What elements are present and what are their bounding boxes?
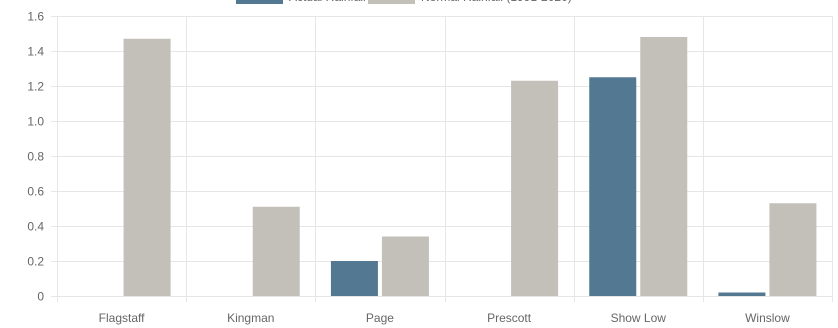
legend-swatch-normal [368, 0, 415, 4]
y-tick-label: 1.6 [27, 10, 44, 24]
bar-normal-kingman [252, 206, 300, 296]
y-tick-label: 0.2 [27, 255, 44, 269]
bar-actual-page [330, 261, 378, 296]
axes: 0 0.2 0.4 0.6 0.8 1.0 1.2 1.4 1.6 Flagstaff Kingma… [27, 10, 790, 326]
y-tick-label: 1.2 [27, 80, 44, 94]
bars [123, 37, 817, 296]
y-tick-label: 0 [37, 290, 44, 304]
x-tick-label: Flagstaff [99, 311, 145, 325]
y-tick-label: 1.4 [27, 45, 44, 59]
grid-lines [51, 16, 833, 302]
legend-swatch-actual [236, 0, 283, 4]
bar-actual-show-low [589, 77, 637, 296]
x-tick-label: Show Low [611, 311, 667, 325]
legend-label-normal: Normal Rainfall (1991-2020) [421, 0, 572, 4]
bar-normal-page [381, 236, 429, 296]
y-tick-label: 0.8 [27, 150, 44, 164]
y-tick-label: 0.4 [27, 220, 44, 234]
bar-normal-prescott [511, 80, 559, 296]
legend: Actual Rainfall Normal Rainfall (1991-202… [236, 0, 572, 4]
x-tick-label: Winslow [745, 311, 790, 325]
bar-normal-winslow [769, 203, 817, 296]
x-tick-label: Prescott [487, 311, 532, 325]
y-tick-label: 1.0 [27, 115, 44, 129]
bar-normal-flagstaff [123, 38, 171, 296]
bar-normal-show-low [640, 37, 688, 296]
legend-label-actual: Actual Rainfall [289, 0, 366, 4]
y-tick-label: 0.6 [27, 185, 44, 199]
x-tick-label: Kingman [227, 311, 274, 325]
bar-actual-winslow [718, 292, 766, 296]
x-tick-label: Page [366, 311, 394, 325]
